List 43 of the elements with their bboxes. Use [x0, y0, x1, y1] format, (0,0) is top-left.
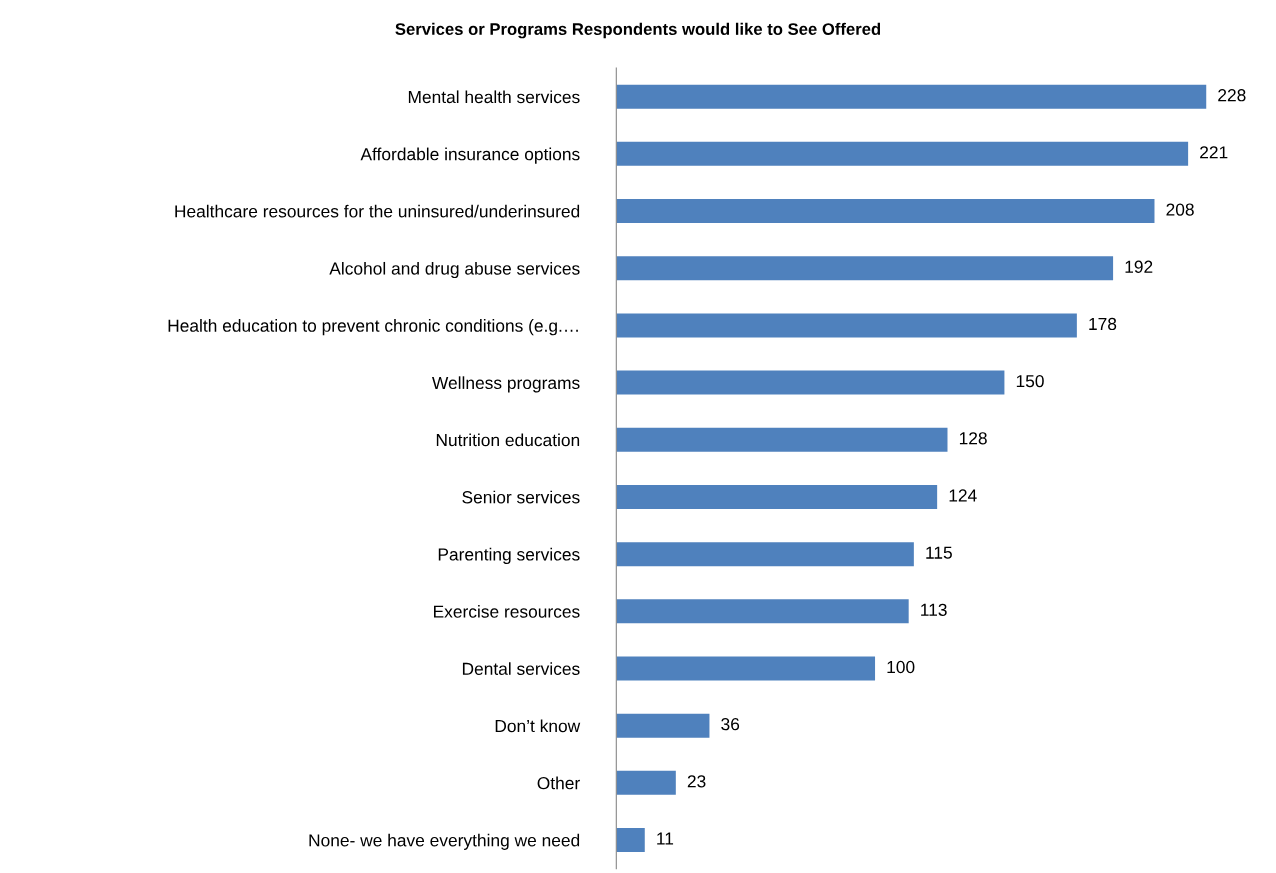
bar — [616, 313, 1077, 338]
bar — [616, 84, 1207, 109]
data-label: 11 — [657, 832, 674, 845]
y-tick-label: Don’t know — [495, 719, 581, 733]
bar — [616, 427, 948, 452]
bar — [616, 256, 1114, 281]
y-tick-label: Parenting services — [438, 547, 580, 565]
y-tick-label: Alcohol and drug abuse services — [329, 261, 580, 279]
y-tick-label: Mental health services — [408, 90, 580, 104]
data-label: 128 — [959, 432, 987, 445]
bar — [616, 199, 1155, 224]
bar — [616, 370, 1005, 395]
data-label: 23 — [687, 775, 706, 788]
y-tick-label: None- we have everything we need — [309, 833, 580, 850]
bar — [616, 599, 909, 624]
data-label: 150 — [1016, 374, 1044, 388]
chart-title: Services or Programs Respondents would like to See Offered — [395, 22, 881, 39]
data-label: 124 — [949, 489, 977, 502]
y-tick-label: Wellness programs — [432, 376, 580, 393]
y-tick-label: Exercise resources — [434, 605, 580, 618]
bar — [616, 542, 914, 567]
y-tick-label: Dental services — [462, 662, 580, 675]
bar — [616, 828, 645, 853]
bar — [616, 656, 876, 681]
data-label: 228 — [1218, 89, 1246, 102]
y-tick-label: Health education to prevent chronic conditions (e.g.… — [168, 319, 578, 336]
y-tick-label: Affordable insurance options — [360, 147, 580, 164]
y-tick-label: Healthcare resources for the uninsured/underinsured — [175, 204, 580, 218]
data-label: 100 — [887, 660, 915, 674]
bar — [616, 141, 1189, 166]
y-tick-label: Nutrition education — [436, 433, 580, 447]
y-tick-label: Other — [537, 776, 580, 790]
bar — [616, 484, 938, 509]
data-label: 113 — [921, 603, 947, 616]
data-label: 192 — [1125, 260, 1153, 273]
data-label: 115 — [926, 546, 952, 559]
bar — [616, 713, 710, 738]
data-label: 178 — [1089, 317, 1117, 331]
data-label: 221 — [1200, 146, 1228, 159]
bar — [616, 770, 676, 795]
y-tick-label: Senior services — [462, 490, 580, 504]
data-label: 208 — [1166, 203, 1194, 216]
data-label: 36 — [721, 718, 740, 731]
